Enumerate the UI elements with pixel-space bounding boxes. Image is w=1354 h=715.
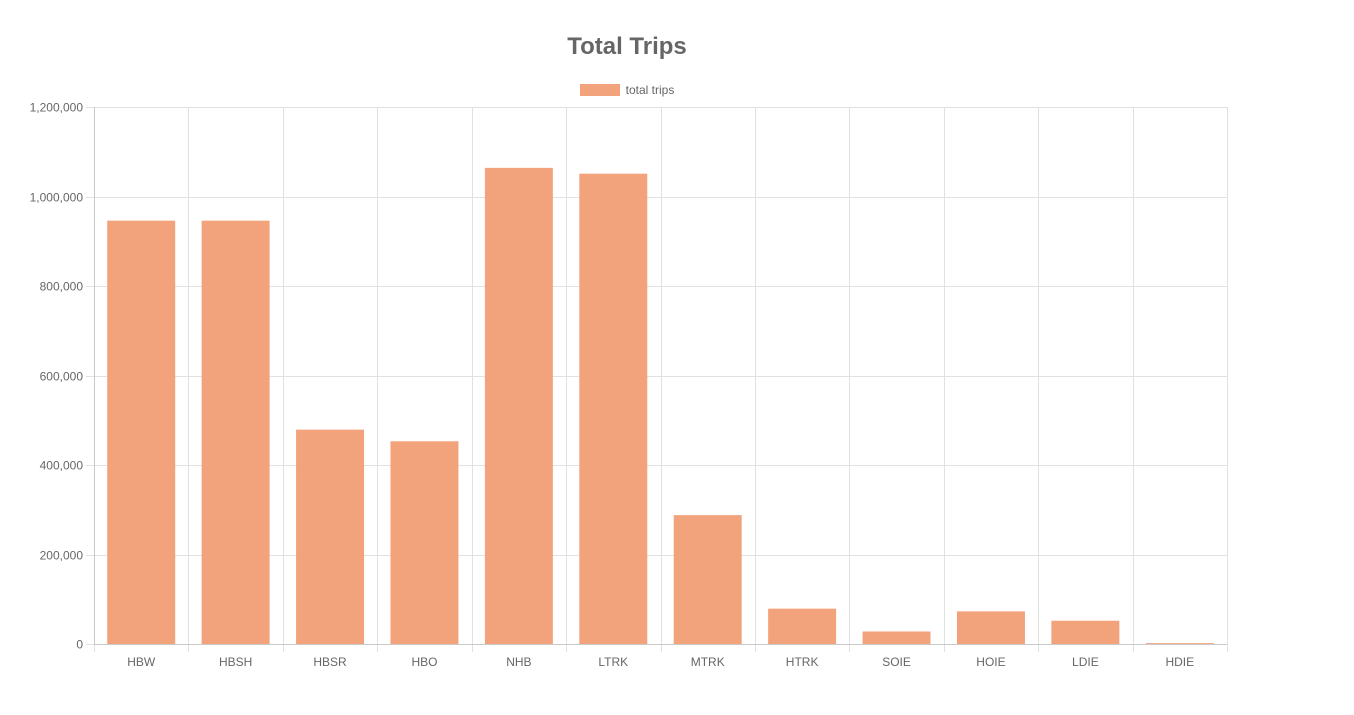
bar-ltrk[interactable]: [579, 173, 648, 645]
bars-layer: [107, 167, 1214, 645]
x-tick-label: SOIE: [882, 655, 911, 669]
y-tick-label: 0: [76, 638, 83, 652]
chart-title: Total Trips: [567, 33, 687, 60]
x-tick-label: HBO: [411, 655, 437, 669]
bar-hbo[interactable]: [390, 441, 459, 644]
x-tick-label: MTRK: [691, 655, 725, 669]
bar-nhb[interactable]: [484, 167, 553, 645]
y-tick-label: 1,200,000: [30, 101, 84, 115]
x-tick-label: LTRK: [598, 655, 628, 669]
x-tick-label: HBSH: [219, 655, 252, 669]
y-tick-label: 400,000: [40, 459, 84, 473]
x-tick-label: NHB: [506, 655, 531, 669]
y-tick-label: 1,000,000: [30, 191, 84, 205]
y-tick-label: 800,000: [40, 280, 84, 294]
x-tick-label: HDIE: [1165, 655, 1194, 669]
bar-hoie[interactable]: [956, 611, 1025, 644]
y-tick-label: 200,000: [40, 549, 84, 563]
x-tick-label: HOIE: [976, 655, 1005, 669]
bar-hbsr[interactable]: [296, 429, 365, 644]
bar-soie[interactable]: [862, 631, 931, 644]
legend-label: total trips: [625, 83, 675, 97]
bar-hbw[interactable]: [107, 220, 176, 645]
axis-layer: 0 200,000 400,000 600,000 800,000 1,000,000 1,…: [30, 101, 1227, 669]
x-tick-label: HBSR: [313, 655, 347, 669]
bar-ldie[interactable]: [1051, 620, 1120, 644]
bar-htrk[interactable]: [768, 608, 837, 644]
x-tick-label: HBW: [127, 655, 156, 669]
x-tick-label: HTRK: [786, 655, 819, 669]
legend[interactable]: total trips: [0, 83, 1254, 97]
bar-mtrk[interactable]: [673, 515, 742, 644]
bar-hbsh[interactable]: [201, 220, 270, 645]
bar-hdie[interactable]: [1145, 643, 1214, 644]
legend-swatch: [579, 84, 620, 96]
y-tick-label: 600,000: [40, 370, 84, 384]
x-tick-label: LDIE: [1072, 655, 1099, 669]
